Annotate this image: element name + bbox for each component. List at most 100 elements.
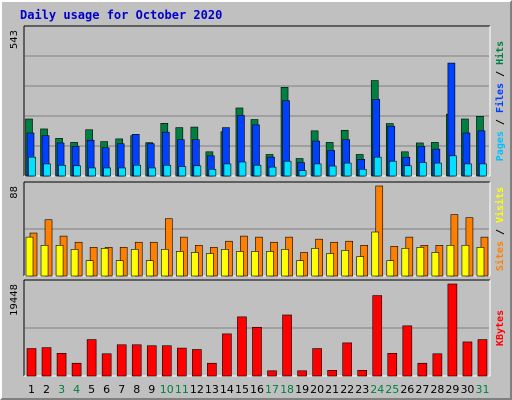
visits-bar xyxy=(55,245,64,277)
visits-bar xyxy=(401,248,410,277)
panel-3-legend: KBytes xyxy=(495,310,506,346)
panel-1-ymax-label: 543 xyxy=(9,30,20,49)
x-tick-label: 20 xyxy=(310,383,324,396)
kbytes-bar xyxy=(222,333,232,377)
kbytes-bar xyxy=(207,362,217,377)
x-tick-label: 16 xyxy=(250,383,264,396)
visits-bar xyxy=(431,252,440,277)
x-tick-label: 9 xyxy=(148,383,155,396)
kbytes-bar xyxy=(342,342,352,377)
pages-bar xyxy=(88,167,96,177)
visits-bar xyxy=(100,248,109,277)
visits-bar xyxy=(446,245,455,277)
pages-bar xyxy=(268,166,277,177)
visits-bar xyxy=(145,260,154,277)
visits-bar xyxy=(296,260,304,277)
pages-bar xyxy=(388,160,397,177)
x-tick-label: 8 xyxy=(133,383,140,396)
x-tick-label: 5 xyxy=(88,383,95,396)
kbytes-bar xyxy=(116,344,127,377)
kbytes-bar xyxy=(312,348,322,377)
pages-bar xyxy=(253,164,262,177)
pages-bar xyxy=(148,167,157,177)
kbytes-bar xyxy=(357,370,368,377)
pages-bar xyxy=(404,165,412,177)
pages-bar xyxy=(58,164,66,177)
kbytes-bar xyxy=(267,370,277,377)
kbytes-bar xyxy=(447,283,458,377)
x-tick-label: 14 xyxy=(220,383,234,396)
x-tick-label: 23 xyxy=(355,383,369,396)
pages-bar xyxy=(434,162,442,177)
kbytes-bar xyxy=(192,349,202,377)
visits-bar xyxy=(281,249,289,277)
visits-bar xyxy=(206,253,214,277)
legend-sep: / xyxy=(495,223,506,241)
visits-bar xyxy=(85,260,94,277)
kbytes-bar xyxy=(462,341,473,377)
pages-bar xyxy=(103,167,111,177)
kbytes-bar xyxy=(86,339,97,377)
visits-bar xyxy=(416,247,425,277)
pages-bar xyxy=(479,163,487,177)
legend-hits: Hits xyxy=(494,41,506,65)
visits-bar xyxy=(266,251,274,277)
x-tick-label: 27 xyxy=(415,383,429,396)
legend-sep1: / xyxy=(495,113,506,131)
pages-bar xyxy=(373,156,382,177)
kbytes-bar xyxy=(372,295,383,377)
kbytes-bar xyxy=(101,353,112,377)
x-tick-label: 31 xyxy=(475,383,489,396)
legend-kbytes: KBytes xyxy=(495,310,506,346)
x-tick-label: 17 xyxy=(265,383,279,396)
visits-bar xyxy=(191,252,199,277)
visits-bar xyxy=(461,245,470,277)
kbytes-bar xyxy=(56,352,67,377)
x-tick-label: 11 xyxy=(175,383,189,396)
panel-2-legend: Sites / Visits xyxy=(494,187,506,271)
panel-1-legend: Pages / Files / Hits xyxy=(494,41,506,161)
x-tick-label: 2 xyxy=(43,383,50,396)
x-tick-label: 10 xyxy=(160,383,174,396)
pages-bar xyxy=(419,162,427,177)
pages-bar xyxy=(223,163,232,177)
x-tick-label: 3 xyxy=(58,383,65,396)
pages-bar xyxy=(238,161,247,177)
panel-3-ymax-label: 19448 xyxy=(9,284,20,316)
kbytes-bar xyxy=(417,362,428,377)
kbytes-bar xyxy=(282,314,292,377)
x-tick-label: 19 xyxy=(295,383,309,396)
legend-sep2: / xyxy=(495,65,506,83)
visits-bar xyxy=(40,245,49,277)
visits-bar xyxy=(70,249,79,277)
visits-bar xyxy=(386,260,395,277)
x-tick-label: 6 xyxy=(103,383,110,396)
kbytes-bar xyxy=(477,339,488,377)
visits-bar xyxy=(160,249,169,277)
pages-bar xyxy=(193,165,202,177)
x-tick-label: 26 xyxy=(400,383,414,396)
legend-visits: Visits xyxy=(494,187,506,223)
legend-pages: Pages xyxy=(495,131,506,161)
visits-bar xyxy=(221,249,229,277)
pages-bar xyxy=(343,162,352,177)
pages-bar xyxy=(163,164,172,177)
visits-bar xyxy=(341,250,349,277)
pages-bar xyxy=(73,165,81,177)
sites-bar xyxy=(375,185,384,277)
pages-bar xyxy=(449,155,457,177)
pages-bar xyxy=(464,163,472,177)
pages-bar xyxy=(358,168,367,177)
visits-bar xyxy=(311,248,319,277)
x-tick-label: 28 xyxy=(430,383,444,396)
x-tick-label: 1 xyxy=(28,383,35,396)
kbytes-bar xyxy=(327,370,337,377)
visits-bar xyxy=(356,256,365,277)
sites-bar xyxy=(164,218,173,277)
kbytes-bar xyxy=(252,326,262,377)
kbytes-bar xyxy=(26,348,37,377)
x-tick-label: 29 xyxy=(445,383,459,396)
visits-bar xyxy=(115,260,124,277)
x-tick-label: 22 xyxy=(340,383,354,396)
x-tick-label: 30 xyxy=(460,383,474,396)
